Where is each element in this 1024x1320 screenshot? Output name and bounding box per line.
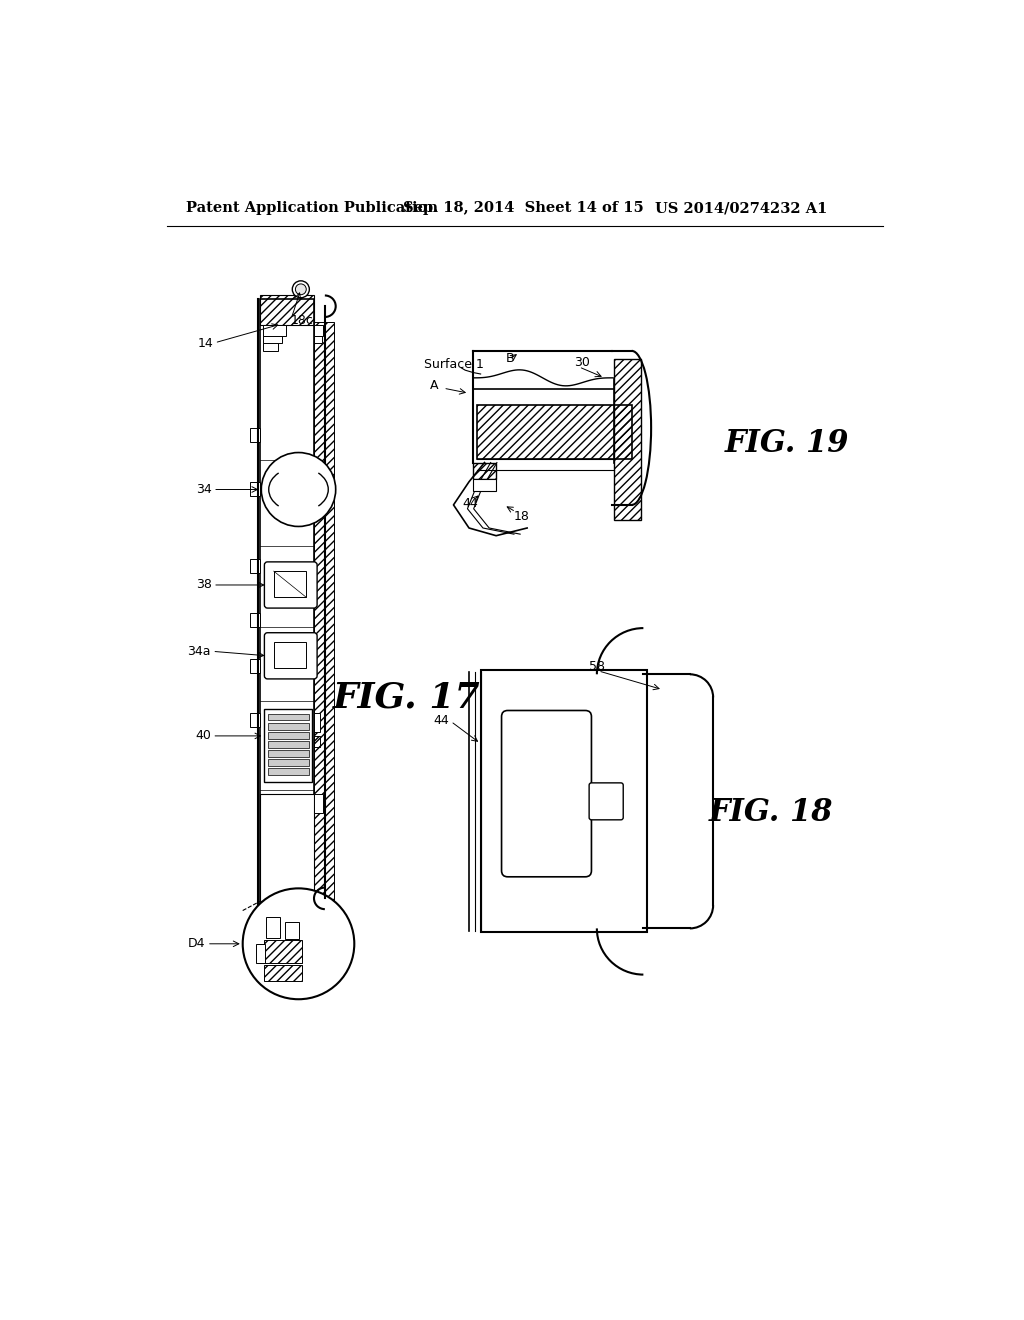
- Text: A: A: [430, 379, 438, 392]
- Bar: [314, 793, 324, 813]
- Text: 30: 30: [573, 356, 590, 370]
- Bar: [251, 612, 260, 627]
- Text: 38: 38: [196, 578, 212, 591]
- Circle shape: [261, 453, 336, 527]
- Text: 14: 14: [198, 337, 213, 350]
- Bar: [273, 642, 306, 668]
- Bar: [267, 714, 309, 721]
- Bar: [314, 737, 321, 747]
- Bar: [314, 335, 322, 343]
- Bar: [251, 482, 260, 496]
- Text: FIG. 19: FIG. 19: [725, 428, 849, 459]
- Bar: [473, 479, 496, 491]
- Text: 44: 44: [434, 714, 450, 727]
- Bar: [285, 923, 299, 940]
- Text: Patent Application Publication: Patent Application Publication: [186, 202, 438, 215]
- Bar: [263, 325, 286, 335]
- Bar: [477, 405, 632, 459]
- Text: D4: D4: [188, 937, 206, 950]
- Bar: [273, 572, 306, 597]
- Text: 34: 34: [196, 483, 212, 496]
- Text: Surface 1: Surface 1: [424, 358, 484, 371]
- FancyBboxPatch shape: [264, 562, 317, 609]
- Text: 18: 18: [514, 510, 529, 523]
- Text: B: B: [506, 352, 515, 366]
- Bar: [267, 768, 309, 775]
- Bar: [251, 428, 260, 442]
- Bar: [251, 558, 260, 573]
- Bar: [314, 322, 334, 909]
- Bar: [267, 750, 309, 756]
- Circle shape: [243, 888, 354, 999]
- Bar: [263, 343, 279, 351]
- Bar: [266, 917, 280, 939]
- Text: 40: 40: [195, 730, 211, 742]
- Bar: [473, 462, 496, 479]
- Text: FIG. 18: FIG. 18: [709, 797, 834, 829]
- Text: US 2014/0274232 A1: US 2014/0274232 A1: [655, 202, 827, 215]
- Bar: [263, 940, 302, 964]
- Bar: [480, 671, 647, 932]
- FancyBboxPatch shape: [502, 710, 592, 876]
- Text: 44: 44: [463, 496, 478, 510]
- Bar: [614, 359, 641, 520]
- Circle shape: [292, 281, 309, 298]
- Text: 34a: 34a: [187, 644, 211, 657]
- Bar: [251, 713, 260, 726]
- Text: 58: 58: [589, 660, 605, 673]
- Bar: [267, 741, 309, 747]
- Text: FIG. 17: FIG. 17: [333, 680, 481, 714]
- Bar: [264, 709, 312, 781]
- Bar: [260, 793, 314, 902]
- Bar: [314, 713, 321, 733]
- Bar: [260, 296, 314, 325]
- Bar: [263, 965, 302, 981]
- FancyBboxPatch shape: [264, 632, 317, 678]
- Bar: [267, 723, 309, 730]
- Bar: [256, 944, 265, 964]
- FancyBboxPatch shape: [589, 783, 624, 820]
- Bar: [314, 325, 324, 335]
- Bar: [267, 759, 309, 766]
- Bar: [251, 659, 260, 673]
- Bar: [267, 731, 309, 739]
- Bar: [260, 300, 314, 906]
- Text: Sep. 18, 2014  Sheet 14 of 15: Sep. 18, 2014 Sheet 14 of 15: [403, 202, 644, 215]
- Text: 18c: 18c: [291, 314, 313, 326]
- Circle shape: [295, 284, 306, 294]
- Bar: [263, 335, 283, 343]
